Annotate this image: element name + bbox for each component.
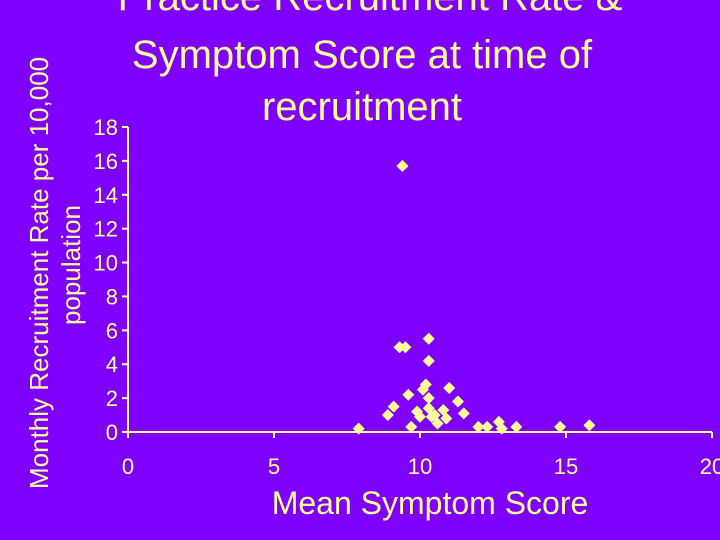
data-point bbox=[443, 381, 456, 394]
y-tick-label: 8 bbox=[106, 284, 118, 309]
data-point bbox=[495, 422, 508, 435]
chart-title-line-2: Symptom Score at time of bbox=[132, 33, 593, 77]
x-tick-label: 10 bbox=[408, 454, 432, 479]
data-point bbox=[472, 420, 485, 433]
data-point bbox=[422, 354, 435, 367]
data-point bbox=[414, 410, 426, 423]
chart-title-line-1: Practice Recruitment Rate & bbox=[118, 0, 623, 19]
data-point bbox=[440, 412, 453, 425]
data-point bbox=[481, 420, 494, 433]
y-tick-label: 10 bbox=[94, 251, 118, 276]
y-axis-title: Monthly Recruitment Rate per 10,000 popu… bbox=[24, 57, 86, 489]
y-tick-label: 2 bbox=[106, 386, 118, 411]
data-point bbox=[583, 419, 596, 432]
data-point bbox=[352, 422, 365, 435]
y-ticks: 0 2 4 6 8 10 12 14 16 18 bbox=[94, 115, 128, 445]
x-tick-label: 0 bbox=[122, 454, 134, 479]
x-tick-label: 20 bbox=[700, 454, 720, 479]
data-point bbox=[419, 378, 432, 391]
y-tick-label: 16 bbox=[94, 149, 118, 174]
data-point bbox=[381, 409, 394, 422]
x-tick-label: 15 bbox=[554, 454, 578, 479]
y-tick-label: 4 bbox=[106, 352, 118, 377]
y-tick-label: 12 bbox=[94, 217, 118, 242]
data-point bbox=[554, 420, 567, 433]
y-axis-title-line-1: Monthly Recruitment Rate per 10,000 bbox=[24, 57, 54, 489]
data-point bbox=[510, 420, 523, 433]
data-point bbox=[422, 392, 435, 405]
axes bbox=[127, 127, 712, 433]
chart-title-line-3: recruitment bbox=[262, 85, 462, 129]
data-point bbox=[399, 341, 412, 354]
y-tick-label: 6 bbox=[106, 318, 118, 343]
y-tick-label: 18 bbox=[94, 115, 118, 140]
y-tick-label: 14 bbox=[94, 183, 118, 208]
data-point bbox=[422, 332, 435, 345]
data-point bbox=[405, 420, 418, 433]
y-tick-label: 0 bbox=[106, 420, 118, 445]
data-point bbox=[457, 407, 470, 420]
y-axis-title-line-2: population bbox=[56, 205, 86, 325]
chart-title: Practice Recruitment Rate & Symptom Scor… bbox=[118, 0, 623, 129]
data-point bbox=[451, 395, 464, 408]
data-point bbox=[387, 400, 400, 413]
x-tick-label: 5 bbox=[268, 454, 280, 479]
data-point bbox=[402, 388, 415, 401]
data-points bbox=[352, 159, 596, 435]
x-ticks: 0 5 10 15 20 bbox=[122, 432, 720, 479]
x-axis-title: Mean Symptom Score bbox=[272, 485, 589, 521]
data-point bbox=[431, 417, 444, 430]
data-point bbox=[396, 159, 409, 172]
